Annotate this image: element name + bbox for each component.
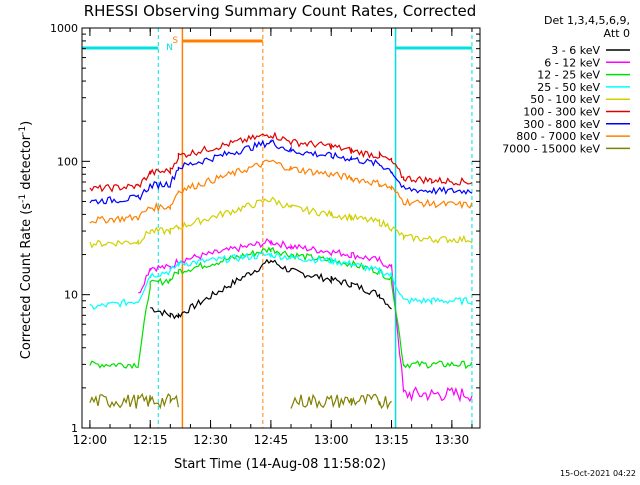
x-tick-label: 12:45 xyxy=(254,433,289,447)
series-line xyxy=(138,238,473,403)
axes-group: 1 10 100 1000 12:00 12:15 12:30 12:45 13:00 13:15… xyxy=(50,22,481,447)
flag-group: NS xyxy=(82,28,473,428)
series-line xyxy=(89,159,473,224)
y-label-part-2: detector xyxy=(19,134,34,194)
y-label-sup-1: -1 xyxy=(18,194,28,203)
chart-title: RHESSI Observing Summary Count Rates, Co… xyxy=(84,2,477,20)
y-axis-label: Corrected Count Rate (s-1 detector-1) xyxy=(18,121,34,359)
legend-label: 3 - 6 keV xyxy=(551,44,600,57)
x-tick-label: 12:15 xyxy=(133,433,168,447)
series-300-800-kev xyxy=(89,138,473,205)
legend-label: 50 - 100 keV xyxy=(530,93,600,106)
legend-label: 25 - 50 keV xyxy=(537,81,600,94)
y-label-sup-2: -1 xyxy=(18,126,28,135)
series-12-25-kev xyxy=(89,246,473,370)
series-line xyxy=(89,392,179,410)
x-axis-label: Start Time (14-Aug-08 11:58:02) xyxy=(174,457,386,472)
series-7000-15000-kev xyxy=(89,392,392,410)
series-100-300-kev xyxy=(89,131,473,193)
series-line xyxy=(150,258,392,320)
plot-frame xyxy=(81,27,481,429)
x-tick-label: 12:30 xyxy=(193,433,228,447)
series-group xyxy=(89,131,473,410)
legend-label: 100 - 300 keV xyxy=(523,106,600,119)
y-label-part-1: Corrected Count Rate (s xyxy=(19,203,34,360)
legend-label: 12 - 25 keV xyxy=(537,69,600,82)
legend-header-2: Att 0 xyxy=(604,27,630,40)
series-line xyxy=(290,393,392,410)
legend-label: 6 - 12 keV xyxy=(544,56,600,69)
footer-date: 15-Oct-2021 04:22 xyxy=(560,469,636,478)
legend-header-1: Det 1,3,4,5,6,9, xyxy=(544,14,630,27)
series-50-100-kev xyxy=(89,196,473,249)
series-line xyxy=(89,246,473,370)
y-tick-label: 100 xyxy=(57,155,78,168)
legend-label: 300 - 800 keV xyxy=(523,118,600,131)
x-tick-label: 13:00 xyxy=(314,433,349,447)
series-line xyxy=(89,131,473,193)
x-tick-label: 13:30 xyxy=(435,433,470,447)
legend-label: 800 - 7000 keV xyxy=(516,130,600,143)
series-line xyxy=(89,196,473,249)
series-6-12-kev xyxy=(138,238,473,403)
y-tick-label: 1 xyxy=(71,422,78,435)
y-tick-label: 10 xyxy=(64,289,78,302)
x-tick-label: 13:15 xyxy=(374,433,409,447)
series-line xyxy=(89,252,473,310)
series-3-6-kev xyxy=(150,258,392,320)
saa-flag-label: S xyxy=(172,36,178,46)
y-tick-label: 1000 xyxy=(50,22,78,35)
night-flag-label: N xyxy=(166,43,173,53)
x-tick-label: 12:00 xyxy=(73,433,108,447)
series-line xyxy=(89,138,473,205)
series-800-7000-kev xyxy=(89,159,473,224)
legend-label: 7000 - 15000 keV xyxy=(502,142,600,155)
y-label-part-3: ) xyxy=(19,121,34,126)
series-25-50-kev xyxy=(89,252,473,310)
